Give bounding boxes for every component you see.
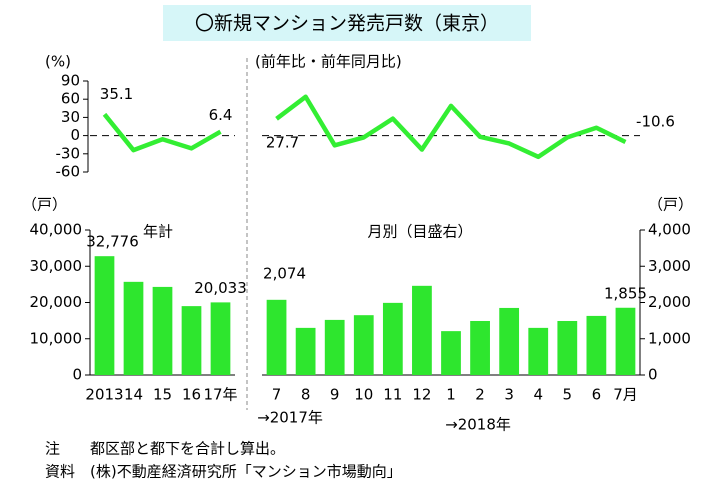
y-tick-label: -30 — [56, 144, 81, 162]
bar — [266, 299, 287, 375]
data-label: 20,033 — [194, 279, 247, 297]
bar — [528, 327, 549, 375]
y-tick-label: 20,000 — [30, 293, 83, 311]
line — [102, 112, 222, 153]
note: 資料 (株)不動産経済研究所「マンション市場動向」 — [45, 463, 402, 481]
bar — [441, 331, 461, 375]
y-tick-label: 30 — [61, 108, 80, 126]
x-tick-label: 2 — [475, 386, 485, 404]
annotation: →2017年 — [257, 409, 323, 427]
y-tick-label: 0 — [648, 366, 658, 384]
unit-label: （戸） — [648, 196, 693, 214]
data-label: 1,855 — [604, 284, 647, 302]
bar — [94, 256, 115, 375]
x-tick-label: 14 — [124, 386, 143, 404]
x-tick-label: 10 — [354, 386, 373, 404]
x-tick-label: 3 — [504, 386, 514, 404]
y-tick-label: 60 — [61, 90, 80, 108]
annotation: →2018年 — [445, 416, 511, 434]
bar — [382, 302, 403, 375]
y-tick-label: 4,000 — [648, 221, 691, 239]
x-tick-label: 15 — [153, 386, 172, 404]
y-tick-label: 0 — [70, 126, 80, 144]
data-label: 6.4 — [209, 106, 233, 124]
x-tick-label: 1 — [446, 386, 456, 404]
panel-label: 月別（目盛右） — [367, 223, 472, 241]
y-tick-label: 90 — [61, 72, 80, 90]
title-box — [163, 5, 531, 41]
bar — [210, 302, 231, 375]
bar — [412, 285, 432, 375]
y-tick-label: 30,000 — [30, 257, 83, 275]
panel-label: 年計 — [143, 223, 173, 241]
bar — [181, 306, 202, 375]
bar — [557, 320, 578, 375]
bar — [499, 307, 520, 375]
data-label: -10.6 — [636, 113, 675, 131]
y-tick-label: -60 — [56, 163, 81, 181]
x-tick-label: 5 — [563, 386, 573, 404]
y-tick-label: 1,000 — [648, 329, 691, 347]
x-tick-label: 11 — [383, 386, 402, 404]
x-tick-label: 7 — [272, 386, 282, 404]
x-tick-label: 16 — [182, 386, 201, 404]
bar — [586, 315, 607, 375]
x-tick-label: 8 — [301, 386, 311, 404]
bar — [353, 315, 374, 375]
x-tick-label: 17年 — [203, 386, 237, 404]
note: 注 都区部と都下を合計し算出。 — [45, 440, 285, 458]
bar — [295, 327, 316, 375]
x-tick-label: 2013 — [85, 386, 123, 404]
y-tick-label: 40,000 — [30, 221, 83, 239]
y-tick-label: 3,000 — [648, 257, 691, 275]
x-tick-label: 6 — [592, 386, 602, 404]
line — [275, 94, 627, 160]
bar — [152, 286, 173, 375]
y-tick-label: 2,000 — [648, 293, 691, 311]
data-label: 2,074 — [263, 264, 306, 282]
y-tick-label: 0 — [72, 366, 82, 384]
data-label: 27.7 — [266, 133, 299, 151]
bar — [470, 320, 490, 375]
bar — [615, 307, 636, 375]
x-tick-label: 9 — [330, 386, 340, 404]
x-tick-label: 4 — [533, 386, 543, 404]
x-tick-label: 7月 — [613, 386, 638, 404]
unit-label: （戸） — [22, 196, 67, 214]
bar — [324, 319, 345, 375]
unit-label: (%) — [45, 53, 71, 71]
x-tick-label: 12 — [412, 386, 431, 404]
bar — [123, 281, 144, 375]
data-label: 35.1 — [100, 85, 133, 103]
chart-title: 〇新規マンション発売戸数（東京） — [195, 13, 499, 35]
y-tick-label: 10,000 — [30, 329, 83, 347]
subtitle: (前年比・前年同月比) — [255, 53, 402, 71]
data-label: 32,776 — [86, 233, 139, 251]
